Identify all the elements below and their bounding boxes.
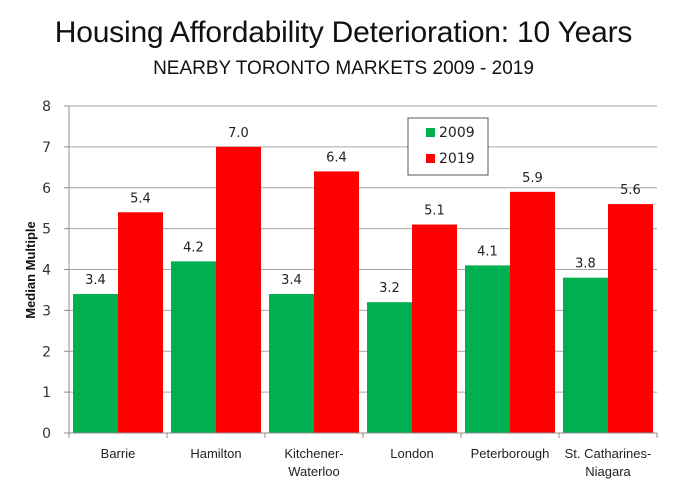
x-category-label: St. Catharines- <box>565 446 652 461</box>
legend-label: 2019 <box>439 151 475 167</box>
y-tick-label: 2 <box>42 344 51 360</box>
data-label: 3.4 <box>85 273 106 288</box>
chart-title: Housing Affordability Deterioration: 10 … <box>54 16 633 49</box>
bar-2019 <box>216 146 261 433</box>
bar-2019 <box>608 204 653 433</box>
legend-swatch-2009 <box>426 128 435 137</box>
y-tick-label: 6 <box>42 181 51 197</box>
data-label: 3.8 <box>575 257 596 272</box>
gridlines <box>69 105 657 393</box>
x-category-label: London <box>390 446 433 461</box>
data-label: 5.1 <box>424 204 445 219</box>
x-category-label: Hamilton <box>190 446 241 461</box>
bar-2009 <box>465 265 510 433</box>
data-label: 6.4 <box>326 150 347 165</box>
legend-box <box>407 117 489 176</box>
bars <box>73 146 653 433</box>
x-category-label: Peterborough <box>471 446 550 461</box>
bar-2019 <box>118 212 163 433</box>
bar-2009 <box>73 294 118 433</box>
y-tick-label: 5 <box>42 222 51 238</box>
bar-2019 <box>510 191 555 433</box>
bar-2009 <box>269 294 314 433</box>
data-label: 5.9 <box>522 171 543 186</box>
bar-2009 <box>563 277 608 433</box>
y-tick-label: 1 <box>42 385 51 401</box>
data-label: 7.0 <box>228 126 249 141</box>
x-category-label: Waterloo <box>288 464 340 479</box>
chart-subtitle: NEARBY TORONTO MARKETS 2009 - 2019 <box>153 58 534 79</box>
data-label: 5.6 <box>620 183 641 198</box>
y-tick-label: 4 <box>42 263 51 279</box>
legend-swatch-2019 <box>426 154 435 163</box>
x-category-label: Niagara <box>585 464 631 479</box>
data-label: 4.2 <box>183 240 204 255</box>
bar-2019 <box>314 171 359 433</box>
y-axis-label: Median Multiple <box>23 221 38 319</box>
bar-2019 <box>412 224 457 433</box>
x-category-label: Kitchener- <box>284 446 343 461</box>
data-label: 3.4 <box>281 273 302 288</box>
x-category-label: Barrie <box>101 446 136 461</box>
legend-label: 2009 <box>439 125 475 141</box>
bar-2009 <box>367 302 412 433</box>
legend: 2009 2019 <box>407 117 489 176</box>
axes <box>64 105 658 438</box>
labels: 0 1 2 3 4 5 6 7 8 3.4 4.2 3.4 3.2 4.1 3.8 5.4 7.0 6.4 5.1 5… <box>42 99 651 479</box>
y-tick-label: 7 <box>42 140 51 156</box>
y-tick-label: 3 <box>42 303 51 319</box>
bar-2009 <box>171 261 216 433</box>
data-label: 3.2 <box>379 281 400 296</box>
y-tick-label: 0 <box>42 426 51 442</box>
y-tick-label: 8 <box>42 99 51 115</box>
data-label: 4.1 <box>477 244 498 259</box>
data-label: 5.4 <box>130 191 151 206</box>
